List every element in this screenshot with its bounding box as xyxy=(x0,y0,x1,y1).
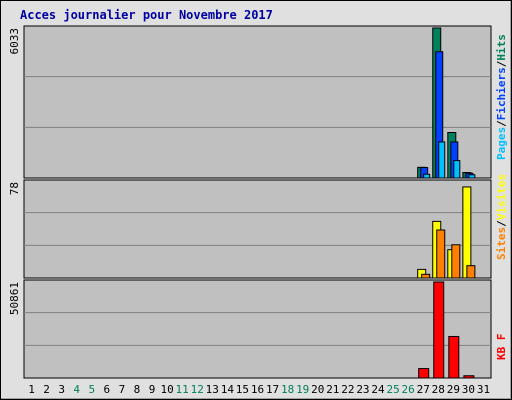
x-tick-label: 13 xyxy=(206,383,219,396)
legend-entry: KB F xyxy=(495,334,508,361)
bar-kbytes-day-30 xyxy=(464,376,474,378)
x-tick-label: 16 xyxy=(251,383,264,396)
legend-entry: Visites xyxy=(495,174,508,220)
y-max-label: 6033 xyxy=(8,28,21,55)
bar-sites-day-27 xyxy=(422,274,430,278)
legend-entry: Sites xyxy=(495,227,508,260)
bar-pages-day-27 xyxy=(424,174,430,178)
y-max-label: 78 xyxy=(8,182,21,195)
x-tick-label: 1 xyxy=(28,383,35,396)
bar-kbytes-day-29 xyxy=(449,336,459,378)
chart-panels: 6033 Pages/Fichiers/Hits 78 Sites/Visites 50… xyxy=(8,26,508,378)
x-tick-label: 7 xyxy=(119,383,126,396)
legend-entry: Fichiers xyxy=(495,67,508,120)
x-tick-label: 27 xyxy=(417,383,430,396)
x-tick-label: 30 xyxy=(462,383,475,396)
x-tick-label: 8 xyxy=(134,383,141,396)
x-tick-label: 14 xyxy=(221,383,235,396)
x-tick-label: 19 xyxy=(296,383,309,396)
bar-pages-day-29 xyxy=(454,161,460,178)
bar-sites-day-28 xyxy=(437,230,445,278)
y-max-label: 50861 xyxy=(8,282,21,315)
x-tick-label: 21 xyxy=(326,383,339,396)
panel-hits: 6033 Pages/Fichiers/Hits xyxy=(8,26,508,178)
legend-kbytes: KB F xyxy=(495,334,508,361)
legend-entry: Pages xyxy=(495,127,508,160)
x-tick-label: 6 xyxy=(104,383,111,396)
x-tick-label: 28 xyxy=(432,383,445,396)
panel-kbytes: 50861 KB F xyxy=(8,280,508,378)
bar-sites-day-30 xyxy=(467,266,475,278)
x-tick-label: 22 xyxy=(341,383,354,396)
x-tick-label: 4 xyxy=(73,383,80,396)
x-tick-label: 25 xyxy=(386,383,399,396)
x-tick-label: 12 xyxy=(191,383,204,396)
x-tick-label: 31 xyxy=(477,383,490,396)
x-tick-label: 10 xyxy=(160,383,173,396)
legend-hits: Pages/Fichiers/Hits xyxy=(495,34,508,160)
x-tick-label: 11 xyxy=(176,383,189,396)
x-tick-label: 5 xyxy=(88,383,95,396)
panel-visits: 78 Sites/Visites xyxy=(8,174,508,278)
x-tick-label: 24 xyxy=(371,383,385,396)
x-tick-label: 15 xyxy=(236,383,249,396)
plot-area xyxy=(24,26,491,178)
bar-visits-day-30 xyxy=(463,187,471,278)
x-tick-label: 26 xyxy=(402,383,415,396)
x-tick-label: 9 xyxy=(149,383,156,396)
legend-entry: Hits xyxy=(495,34,508,61)
x-tick-label: 18 xyxy=(281,383,294,396)
x-tick-label: 20 xyxy=(311,383,324,396)
bar-kbytes-day-28 xyxy=(434,282,444,378)
legend-visits: Sites/Visites xyxy=(495,174,508,260)
x-tick-label: 2 xyxy=(43,383,50,396)
plot-area xyxy=(24,180,491,278)
x-tick-label: 17 xyxy=(266,383,279,396)
bar-kbytes-day-27 xyxy=(419,369,429,378)
bar-pages-day-28 xyxy=(439,142,445,178)
bar-sites-day-29 xyxy=(452,245,460,278)
x-tick-label: 23 xyxy=(356,383,369,396)
x-tick-label: 29 xyxy=(447,383,460,396)
plot-area xyxy=(24,280,491,378)
bar-pages-day-30 xyxy=(469,175,475,178)
x-tick-label: 3 xyxy=(58,383,65,396)
chart-title: Acces journalier pour Novembre 2017 xyxy=(20,8,273,22)
